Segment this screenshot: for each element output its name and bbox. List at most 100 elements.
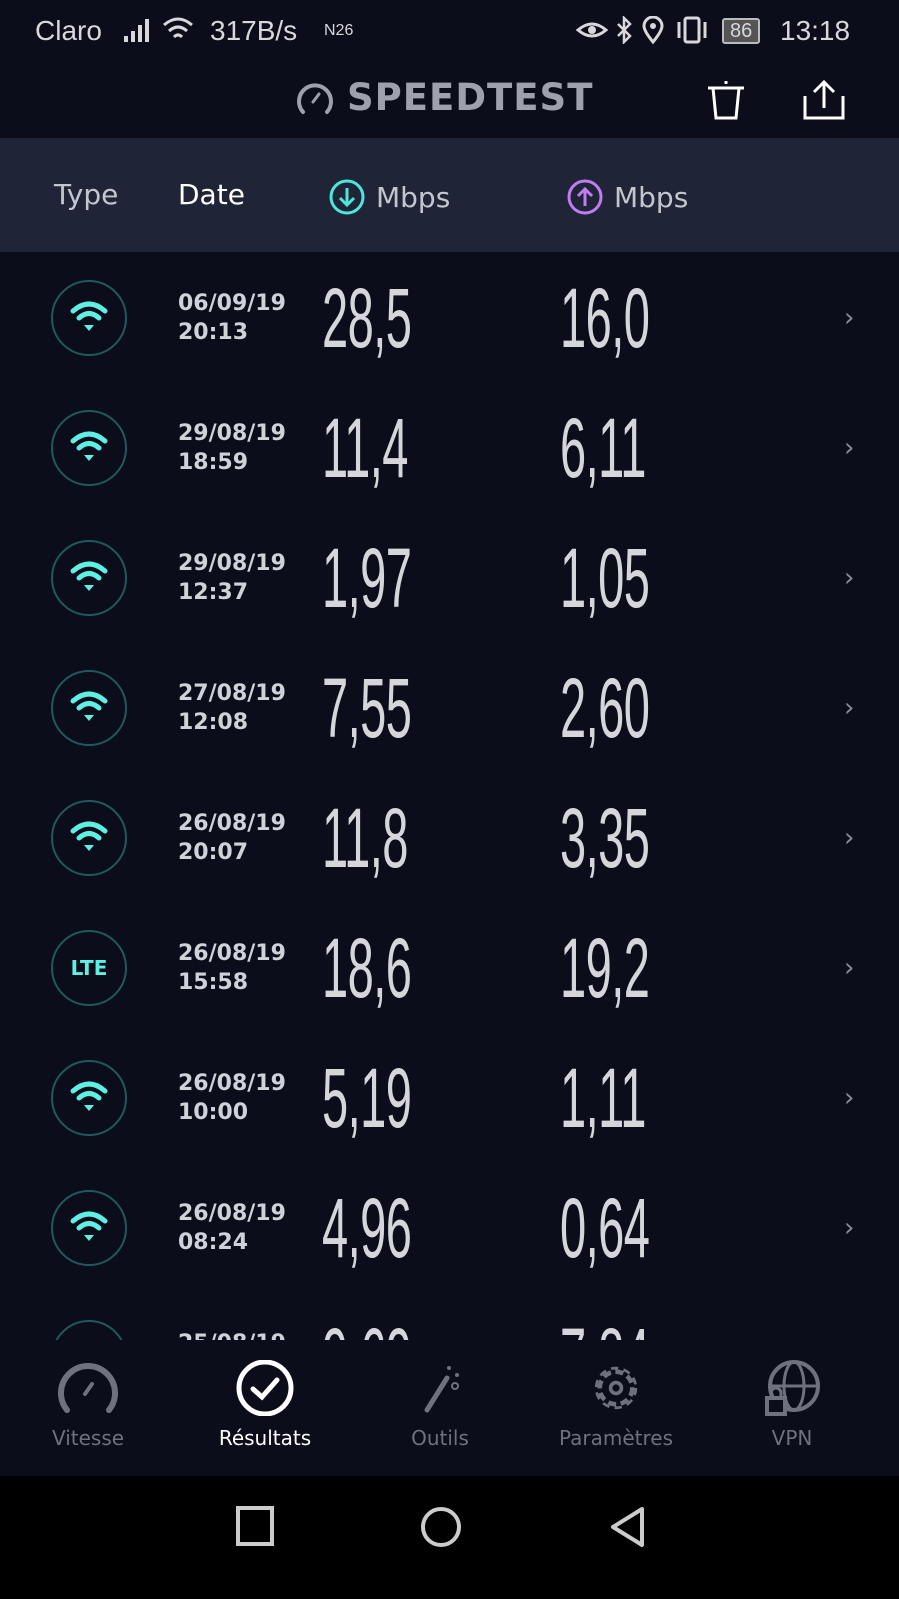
app-title: SPEEDTEST	[295, 76, 593, 119]
result-date: 27/08/19	[178, 681, 286, 706]
home-icon[interactable]	[420, 1506, 462, 1548]
results-list[interactable]: 06/09/19 20:13 28,5 16,0 › 29/08/19 18:59 …	[0, 253, 899, 1340]
download-speed: 7,55	[322, 661, 412, 755]
result-row[interactable]: 27/08/19 12:08 7,55 2,60 ›	[0, 643, 899, 773]
wifi-icon	[69, 819, 109, 858]
col-upload[interactable]: Mbps	[566, 178, 688, 216]
speedometer-icon	[58, 1363, 118, 1413]
col-type[interactable]: Type	[54, 178, 119, 211]
upload-speed: 6,11	[560, 401, 646, 495]
chevron-right-icon[interactable]: ›	[844, 953, 855, 983]
nav-label: Paramètres	[558, 1426, 674, 1450]
recents-icon[interactable]	[236, 1506, 274, 1546]
system-nav-bar	[0, 1476, 899, 1599]
chevron-right-icon[interactable]: ›	[844, 563, 855, 593]
upload-speed: 3,35	[560, 791, 650, 885]
nav-label: VPN	[771, 1426, 813, 1450]
bottom-nav: Vitesse Résultats Outils Paramètres VPN	[0, 1340, 899, 1476]
title-text: SPEEDTEST	[347, 76, 594, 119]
wifi-icon	[69, 299, 109, 338]
wifi-icon	[69, 689, 109, 728]
connection-type-badge	[51, 800, 127, 876]
result-time: 20:13	[178, 320, 249, 345]
n26-notif-icon: N26	[324, 22, 354, 39]
result-date: 06/09/19	[178, 291, 286, 316]
result-time: 08:24	[178, 1230, 249, 1255]
signal-icon	[124, 19, 149, 42]
nav-label: Outils	[411, 1426, 469, 1450]
result-row[interactable]: 26/08/19 10:00 5,19 1,11 ›	[0, 1033, 899, 1163]
result-row[interactable]: 26/08/19 20:07 11,8 3,35 ›	[0, 773, 899, 903]
chevron-right-icon[interactable]: ›	[844, 693, 855, 723]
col-download[interactable]: Mbps	[328, 178, 450, 216]
result-date: 25/08/19	[178, 1329, 286, 1340]
globe-lock-icon	[765, 1360, 820, 1416]
nav-vpn[interactable]: VPN	[722, 1360, 862, 1450]
result-row[interactable]: 25/08/19 9,69 7,84 ›	[0, 1293, 899, 1340]
vibrate-icon	[677, 16, 707, 44]
wifi-icon	[69, 559, 109, 598]
result-row[interactable]: 06/09/19 20:13 28,5 16,0 ›	[0, 253, 899, 383]
download-icon	[329, 179, 365, 215]
connection-type-badge	[51, 670, 127, 746]
result-datetime: 25/08/19	[178, 1329, 286, 1340]
column-header: Type Date Mbps Mbps	[0, 138, 899, 252]
download-speed: 11,4	[322, 401, 408, 495]
result-date: 26/08/19	[178, 1201, 286, 1226]
upload-speed: 7,84	[560, 1313, 650, 1340]
connection-type-badge	[51, 1060, 127, 1136]
nav-parametres[interactable]: Paramètres	[546, 1360, 686, 1450]
nav-label: Résultats	[218, 1426, 312, 1450]
result-row[interactable]: LTE 26/08/19 15:58 18,6 19,2 ›	[0, 903, 899, 1033]
bluetooth-icon	[617, 16, 632, 44]
download-speed: 11,8	[322, 791, 408, 885]
nav-label: Vitesse	[51, 1426, 125, 1450]
result-row[interactable]: 26/08/19 08:24 4,96 0,64 ›	[0, 1163, 899, 1293]
upload-speed: 0,64	[560, 1181, 650, 1275]
result-date: 29/08/19	[178, 551, 286, 576]
chevron-right-icon[interactable]: ›	[844, 433, 855, 463]
gear-icon	[594, 1366, 638, 1410]
nav-resultats[interactable]: Résultats	[195, 1360, 335, 1450]
download-speed: 28,5	[322, 271, 412, 365]
result-datetime: 26/08/19 10:00	[178, 1069, 286, 1127]
result-date: 26/08/19	[178, 811, 286, 836]
download-speed: 4,96	[322, 1181, 412, 1275]
chevron-right-icon[interactable]: ›	[844, 1213, 855, 1243]
back-icon[interactable]	[608, 1506, 648, 1548]
download-speed: 1,97	[322, 531, 412, 625]
upload-speed: 19,2	[560, 921, 650, 1015]
upload-speed: 1,11	[560, 1051, 646, 1145]
result-datetime: 26/08/19 15:58	[178, 939, 286, 997]
result-date: 29/08/19	[178, 421, 286, 446]
chevron-right-icon[interactable]: ›	[844, 823, 855, 853]
chevron-right-icon[interactable]: ›	[844, 1083, 855, 1113]
result-time: 20:07	[178, 840, 249, 865]
result-row[interactable]: 29/08/19 18:59 11,4 6,11 ›	[0, 383, 899, 513]
network-speed: 317B/s	[210, 15, 298, 46]
check-circle-icon	[236, 1360, 294, 1416]
connection-type-badge	[51, 1320, 127, 1340]
result-datetime: 06/09/19 20:13	[178, 289, 286, 347]
wifi-icon	[69, 429, 109, 468]
nav-vitesse[interactable]: Vitesse	[18, 1360, 158, 1450]
trash-icon[interactable]	[705, 78, 747, 122]
app-bar: SPEEDTEST	[0, 62, 899, 138]
status-bar: Claro 317B/s N26 86 13:18	[0, 0, 899, 62]
download-unit: Mbps	[376, 180, 451, 214]
upload-speed: 16,0	[560, 271, 650, 365]
clock: 13:18	[780, 15, 851, 46]
col-date[interactable]: Date	[178, 178, 245, 211]
nav-outils[interactable]: Outils	[370, 1360, 510, 1450]
result-datetime: 26/08/19 20:07	[178, 809, 286, 867]
connection-type-badge	[51, 280, 127, 356]
share-icon[interactable]	[802, 78, 846, 122]
eye-icon	[576, 22, 608, 38]
wifi-icon	[69, 1079, 109, 1118]
chevron-right-icon[interactable]: ›	[844, 303, 855, 333]
download-speed: 9,69	[322, 1313, 412, 1340]
result-row[interactable]: 29/08/19 12:37 1,97 1,05 ›	[0, 513, 899, 643]
result-date: 26/08/19	[178, 1071, 286, 1096]
result-datetime: 27/08/19 12:08	[178, 679, 286, 737]
upload-speed: 2,60	[560, 661, 650, 755]
